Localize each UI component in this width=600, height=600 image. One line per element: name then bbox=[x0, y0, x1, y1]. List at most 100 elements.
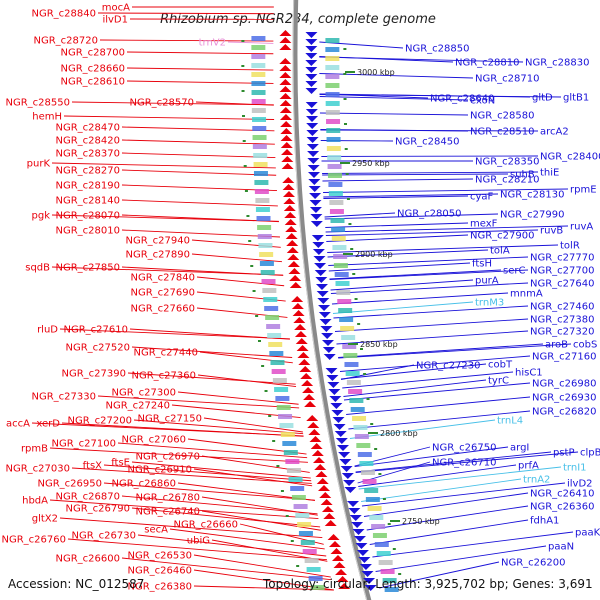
right-label: ruvB bbox=[540, 226, 563, 237]
right-label-connectors bbox=[319, 41, 579, 589]
reverse-gene-arrow bbox=[310, 214, 323, 220]
scale-tick bbox=[382, 498, 386, 500]
feature-block bbox=[327, 173, 342, 178]
feature-block bbox=[326, 119, 341, 124]
right-label: cyaF bbox=[470, 192, 494, 203]
right-connector bbox=[340, 363, 487, 380]
feature-block bbox=[342, 344, 357, 349]
right-label: thiE bbox=[540, 168, 559, 179]
left-label: NGR_c28140 bbox=[56, 196, 121, 207]
right-label: suhB bbox=[510, 170, 535, 181]
left-label: ftsE bbox=[111, 458, 130, 469]
left-connector bbox=[126, 67, 274, 71]
feature-block bbox=[251, 72, 266, 77]
feature-block bbox=[325, 56, 340, 61]
left-label: ilvD1 bbox=[102, 15, 128, 26]
feature-block bbox=[360, 470, 375, 475]
right-label: ftsH bbox=[472, 259, 492, 270]
feature-block bbox=[330, 218, 345, 223]
forward-gene-arrow bbox=[286, 247, 299, 253]
feature-block bbox=[333, 263, 348, 268]
reverse-gene-arrow bbox=[340, 466, 353, 472]
feature-block bbox=[279, 423, 294, 428]
right-label: hisC1 bbox=[515, 368, 543, 379]
right-connector bbox=[320, 129, 539, 132]
left-label: NGR_c27890 bbox=[126, 250, 191, 261]
reverse-gene-arrow bbox=[313, 256, 326, 262]
forward-gene-arrow bbox=[280, 142, 293, 148]
forward-gene-arrow bbox=[279, 37, 292, 43]
left-connector bbox=[121, 229, 281, 238]
feature-block bbox=[253, 171, 268, 176]
left-label: NGR_c28470 bbox=[56, 123, 121, 134]
left-connector bbox=[49, 447, 308, 463]
reverse-gene-arrow bbox=[327, 382, 340, 388]
scale-tick bbox=[343, 123, 347, 125]
forward-gene-arrow bbox=[279, 44, 292, 50]
feature-block bbox=[352, 416, 367, 421]
left-connector bbox=[126, 51, 274, 55]
left-connector bbox=[59, 328, 290, 340]
forward-gene-arrow bbox=[295, 338, 308, 344]
feature-block bbox=[295, 513, 310, 518]
scale-mark-label: 2950 kbp bbox=[352, 159, 390, 168]
scale-tick bbox=[250, 265, 254, 267]
right-connector bbox=[319, 56, 524, 63]
forward-gene-arrow bbox=[283, 198, 296, 204]
right-connector bbox=[334, 318, 529, 332]
left-connector bbox=[137, 534, 327, 557]
feature-block bbox=[357, 452, 372, 457]
left-label: NGR_c28570 bbox=[130, 98, 195, 109]
right-label: purA bbox=[475, 276, 499, 287]
left-label-connectors bbox=[31, 6, 334, 591]
right-label: NGR_c26710 bbox=[432, 458, 497, 469]
left-connector bbox=[127, 372, 296, 385]
left-label: NGR_c26600 bbox=[56, 554, 121, 565]
reverse-gene-arrow bbox=[326, 375, 339, 381]
reverse-gene-arrow bbox=[314, 270, 327, 276]
right-label: paaK bbox=[575, 528, 600, 539]
right-label: ilvD2 bbox=[567, 479, 593, 490]
left-connector bbox=[211, 539, 328, 562]
left-connector bbox=[71, 101, 274, 106]
reverse-gene-arrow bbox=[305, 102, 318, 108]
reverse-gene-arrow bbox=[352, 529, 365, 535]
scale-tick bbox=[343, 73, 347, 75]
scale-tick bbox=[241, 65, 245, 67]
right-connector bbox=[325, 222, 469, 228]
reverse-gene-arrow bbox=[315, 284, 328, 290]
forward-gene-arrow bbox=[285, 233, 298, 239]
left-label: NGR_c28190 bbox=[56, 181, 121, 192]
reverse-gene-arrow bbox=[318, 312, 331, 318]
feature-block bbox=[251, 63, 266, 68]
right-label: NGR_c28850 bbox=[405, 44, 470, 55]
right-label: NGR_c28810 bbox=[455, 58, 520, 69]
feature-block bbox=[251, 54, 266, 59]
feature-block bbox=[356, 443, 371, 448]
right-connector bbox=[379, 561, 500, 589]
right-label: NGR_c26750 bbox=[432, 443, 497, 454]
genome-backbone bbox=[292, 0, 372, 600]
right-label: NGR_c28450 bbox=[395, 137, 460, 148]
forward-gene-arrow bbox=[329, 541, 342, 547]
right-connector bbox=[322, 173, 509, 176]
left-label: NGR_c28270 bbox=[56, 166, 121, 177]
right-connector bbox=[319, 94, 562, 98]
left-label: NGR_c27440 bbox=[134, 348, 199, 359]
left-connector bbox=[131, 507, 321, 528]
right-label: NGR_c28400 bbox=[540, 152, 600, 163]
feature-block bbox=[276, 405, 291, 410]
feature-block bbox=[339, 317, 354, 322]
left-label: trnV2 bbox=[199, 38, 226, 49]
scale-tick bbox=[280, 490, 284, 492]
right-connector bbox=[349, 419, 496, 439]
feature-block bbox=[286, 468, 301, 473]
reverse-gene-arrow bbox=[305, 88, 318, 94]
map-title: Rhizobium sp. NGR234, complete genome bbox=[160, 12, 436, 27]
reverse-gene-arrow bbox=[305, 32, 318, 38]
feature-block bbox=[344, 362, 359, 367]
left-label: secA bbox=[144, 525, 168, 536]
right-label: NGR_c28580 bbox=[470, 111, 535, 122]
left-connector bbox=[121, 169, 277, 176]
right-label: mexF bbox=[470, 219, 498, 230]
